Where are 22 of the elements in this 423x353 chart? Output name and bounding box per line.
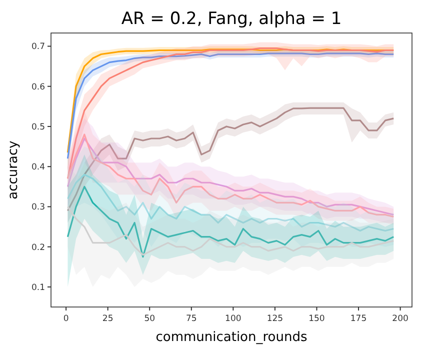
y-tick-label: 0.5 <box>31 122 45 132</box>
y-axis-title: accuracy <box>6 140 21 200</box>
x-tick-label: 175 <box>350 314 367 324</box>
y-tick-label: 0.7 <box>31 42 45 52</box>
y-tick-label: 0.2 <box>31 242 45 253</box>
x-axis-title: communication_rounds <box>156 330 308 345</box>
chart-title: AR = 0.2, Fang, alpha = 1 <box>121 9 342 29</box>
x-tick-label: 25 <box>102 314 114 324</box>
line-series <box>66 206 394 256</box>
x-tick-label: 0 <box>63 314 69 324</box>
x-tick-label: 200 <box>392 314 408 324</box>
line-series <box>66 174 394 232</box>
x-tick-label: 75 <box>186 314 197 324</box>
y-tick-label: 0.1 <box>31 282 45 293</box>
x-tick-label: 125 <box>266 314 284 324</box>
y-tick-label: 0.3 <box>31 202 45 213</box>
line-series <box>66 186 394 258</box>
y-tick-label: 0.4 <box>31 162 45 173</box>
x-tick-label: 150 <box>308 314 325 324</box>
x-tick-label: 50 <box>144 314 156 324</box>
y-tick-label: 0.6 <box>31 82 45 92</box>
x-tick-label: 100 <box>225 314 242 324</box>
